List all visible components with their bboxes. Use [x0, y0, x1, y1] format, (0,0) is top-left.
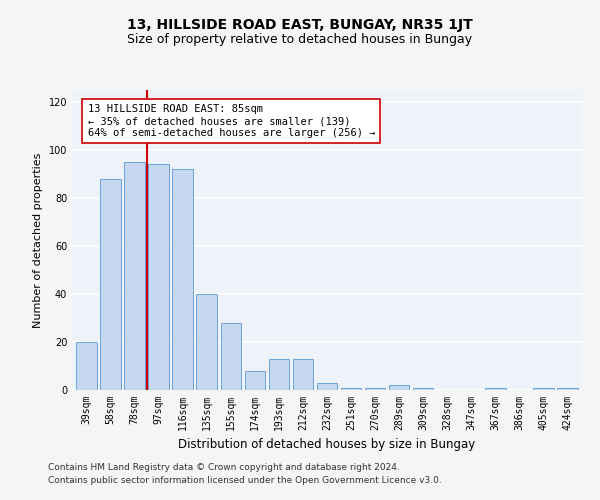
Bar	[76, 342, 97, 390]
Text: 13 HILLSIDE ROAD EAST: 85sqm
← 35% of detached houses are smaller (139)
64% of s: 13 HILLSIDE ROAD EAST: 85sqm ← 35% of de…	[88, 104, 375, 138]
Bar	[245, 371, 265, 390]
Bar	[196, 294, 217, 390]
Bar	[269, 359, 289, 390]
Bar	[485, 388, 506, 390]
Bar	[124, 162, 145, 390]
Text: Contains HM Land Registry data © Crown copyright and database right 2024.: Contains HM Land Registry data © Crown c…	[48, 464, 400, 472]
Bar	[389, 385, 409, 390]
Bar	[557, 388, 578, 390]
Bar	[148, 164, 169, 390]
Bar	[413, 388, 433, 390]
Bar	[172, 169, 193, 390]
X-axis label: Distribution of detached houses by size in Bungay: Distribution of detached houses by size …	[178, 438, 476, 452]
Bar	[317, 383, 337, 390]
Bar	[100, 179, 121, 390]
Text: 13, HILLSIDE ROAD EAST, BUNGAY, NR35 1JT: 13, HILLSIDE ROAD EAST, BUNGAY, NR35 1JT	[127, 18, 473, 32]
Text: Size of property relative to detached houses in Bungay: Size of property relative to detached ho…	[127, 32, 473, 46]
Y-axis label: Number of detached properties: Number of detached properties	[33, 152, 43, 328]
Bar	[221, 323, 241, 390]
Bar	[533, 388, 554, 390]
Bar	[341, 388, 361, 390]
Bar	[365, 388, 385, 390]
Text: Contains public sector information licensed under the Open Government Licence v3: Contains public sector information licen…	[48, 476, 442, 485]
Bar	[293, 359, 313, 390]
